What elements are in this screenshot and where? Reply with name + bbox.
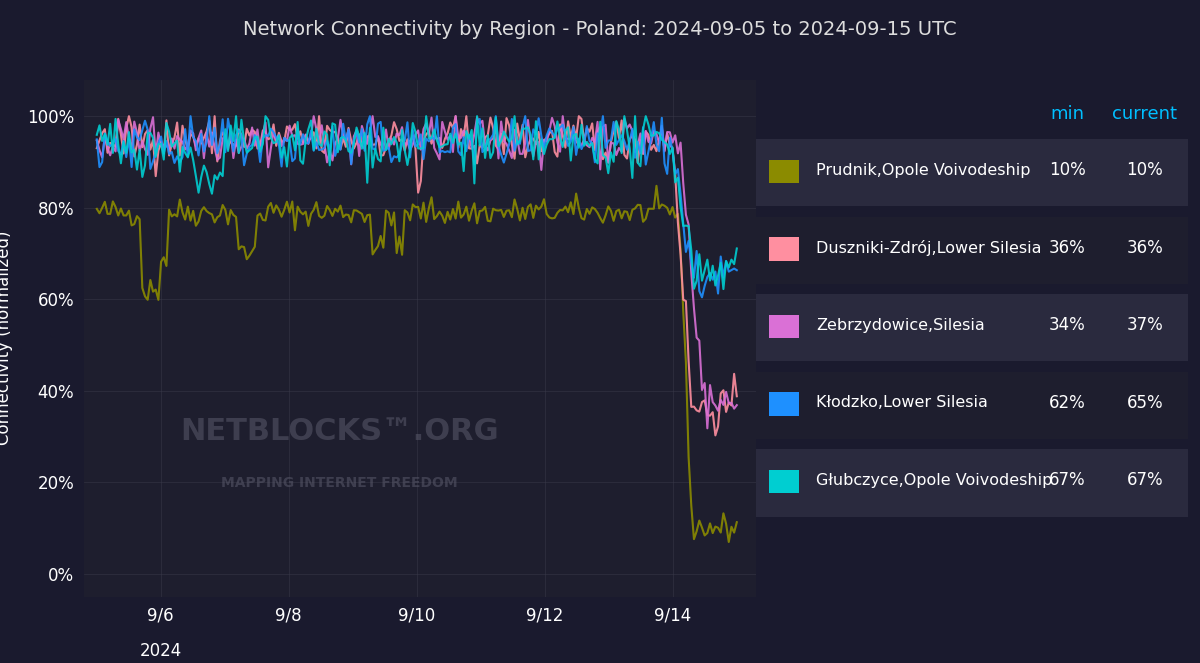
Bar: [769, 237, 799, 261]
Text: 62%: 62%: [1049, 394, 1086, 412]
Text: Network Connectivity by Region - Poland: 2024-09-05 to 2024-09-15 UTC: Network Connectivity by Region - Poland:…: [244, 20, 956, 39]
FancyBboxPatch shape: [756, 294, 1188, 361]
Text: Głubczyce,Opole Voivodeship: Głubczyce,Opole Voivodeship: [816, 473, 1052, 488]
Bar: [769, 392, 799, 416]
Text: 2024: 2024: [139, 642, 182, 660]
Text: 36%: 36%: [1049, 239, 1086, 257]
Text: Kłodzko,Lower Silesia: Kłodzko,Lower Silesia: [816, 395, 989, 410]
FancyBboxPatch shape: [756, 372, 1188, 439]
Text: 67%: 67%: [1127, 471, 1163, 489]
Text: min: min: [1050, 105, 1084, 123]
Text: 65%: 65%: [1127, 394, 1163, 412]
FancyBboxPatch shape: [756, 450, 1188, 516]
Text: MAPPING INTERNET FREEDOM: MAPPING INTERNET FREEDOM: [221, 476, 457, 490]
Text: Zebrzydowice,Silesia: Zebrzydowice,Silesia: [816, 318, 985, 333]
FancyBboxPatch shape: [756, 217, 1188, 284]
Y-axis label: Connectivity (normalized): Connectivity (normalized): [0, 231, 13, 446]
Text: NETBLOCKS™.ORG: NETBLOCKS™.ORG: [180, 417, 499, 446]
Bar: [769, 315, 799, 338]
Text: Duszniki-Zdrój,Lower Silesia: Duszniki-Zdrój,Lower Silesia: [816, 239, 1042, 256]
Text: 10%: 10%: [1127, 161, 1163, 179]
Text: Prudnik,Opole Voivodeship: Prudnik,Opole Voivodeship: [816, 162, 1031, 178]
Text: 34%: 34%: [1049, 316, 1086, 334]
Text: 37%: 37%: [1127, 316, 1163, 334]
FancyBboxPatch shape: [756, 139, 1188, 206]
Text: 67%: 67%: [1049, 471, 1085, 489]
Text: 10%: 10%: [1049, 161, 1086, 179]
Text: 36%: 36%: [1127, 239, 1163, 257]
Bar: [769, 160, 799, 183]
Text: current: current: [1112, 105, 1177, 123]
Bar: [769, 470, 799, 493]
